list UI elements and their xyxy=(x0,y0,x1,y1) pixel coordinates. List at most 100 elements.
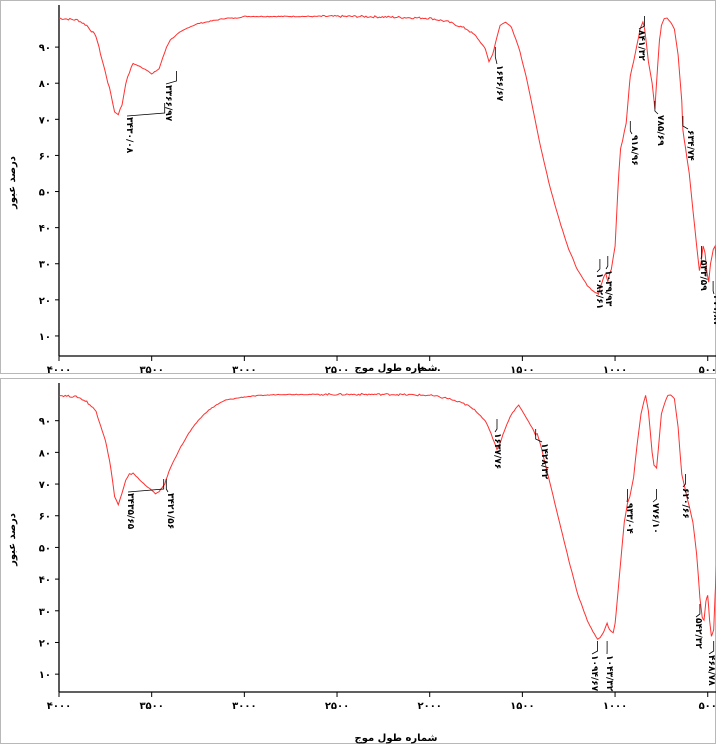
y-tick-label: ۱۰ xyxy=(39,332,51,343)
peak-annotation: ۶۳۴/۷۴ xyxy=(683,116,695,161)
y-tick-label: ۹۰ xyxy=(39,43,51,54)
peak-leader-line xyxy=(166,479,168,492)
y-tick-label: ۳۰ xyxy=(39,260,51,271)
peak-label: ۴۷۱/۸۷ xyxy=(711,295,716,326)
peak-label: ۷۸۵/۶۹ xyxy=(655,115,665,146)
peak-leader-line xyxy=(627,489,628,502)
peak-leader-line xyxy=(683,116,688,129)
peak-label: ۶۳۴/۷۴ xyxy=(685,130,695,161)
peak-leader-line xyxy=(127,103,165,116)
x-tick-label: ۱۵۰۰ xyxy=(510,365,534,375)
ir-spectrum-chart-bottom: ۱۰ ۲۰ ۳۰ ۴۰ ۵۰ ۶۰ ۷۰ ۸۰ ۹۰ ۴۰۰۰ ۳۵۰۰ ۳۰۰۰ ۲۵۰۰ ۲۰۰۰ ۱۵… xyxy=(1,379,716,745)
y-tick-label: ۷۰ xyxy=(39,115,51,126)
x-tick-label: ۳۵۰۰ xyxy=(139,365,163,375)
x-axis-title: شماره طول موج xyxy=(355,363,438,374)
peak-leader-line xyxy=(597,259,600,272)
peak-annotation: ۶۲۰/۶۶ xyxy=(680,474,690,519)
y-axis-title: درصد عبور xyxy=(7,513,18,567)
y-tick-label: ۲۰ xyxy=(39,296,51,307)
y-axis-title: درصد عبور xyxy=(7,156,18,210)
x-tick-label: ۱۰۰۰ xyxy=(603,365,627,375)
x-tick-label: ۴۰۰۰ xyxy=(47,701,71,712)
peak-label: ۳۴۲۱/۵۶ xyxy=(165,493,175,529)
x-tick-label: ۲۰۰۰ xyxy=(417,701,441,712)
y-tick-label: ۸۰ xyxy=(39,448,51,459)
x-tick-label: ۲۵۰۰ xyxy=(325,701,349,712)
x-tick-label: ۴۰۰۰ xyxy=(47,365,71,375)
peak-label: ۷۷۶/۱۰ xyxy=(650,503,660,534)
peak-leader-line xyxy=(653,489,657,502)
y-tick-label: ۴۰ xyxy=(39,575,51,586)
x-tick-label: ۳۵۰۰ xyxy=(139,701,163,712)
y-tick-label: ۹۰ xyxy=(39,417,51,428)
peak-leader-line xyxy=(495,47,497,64)
peak-annotation: ۴۶۸/۷۸ xyxy=(706,641,716,686)
peak-annotation: ۱۰۸۲/۶۱ xyxy=(594,259,604,309)
peak-annotation: ۷۸۵/۶۹ xyxy=(655,101,665,146)
peak-leader-line xyxy=(709,641,714,654)
peak-annotation: ۳۳۶۶/۹۷ xyxy=(163,71,177,122)
peak-label: ۶۲۰/۶۶ xyxy=(680,488,690,519)
peak-label: ۹۳۳/۰۴ xyxy=(624,503,634,534)
spectrum-line xyxy=(59,15,716,294)
peak-annotation: ۳۴۳۵/۶۵ xyxy=(125,479,164,530)
peak-label: ۱۶۴۶/۶۷ xyxy=(494,65,504,102)
peak-leader-line xyxy=(713,281,714,294)
peak-annotation: ۱۶۴۶/۶۷ xyxy=(494,47,504,102)
peak-label: ۱۰۹۴/۶۷ xyxy=(589,655,599,692)
peak-leader-line xyxy=(701,246,702,259)
peak-annotation: ۹۱۸/۹۶ xyxy=(629,121,639,166)
spectrum-line xyxy=(59,394,716,640)
peak-label: ۳۳۶۶/۹۷ xyxy=(163,85,173,122)
peak-leader-line xyxy=(639,16,645,29)
y-tick-label: ۳۰ xyxy=(39,607,51,618)
x-tick-label: ۱۵۰۰ xyxy=(510,701,534,712)
peak-label: ۵۴۲/۳۲ xyxy=(693,618,703,649)
peak-annotation: ۱۰۴۳/۳۲ xyxy=(604,641,614,692)
peak-label: ۳۴۳۰/۰۸ xyxy=(124,117,134,154)
peak-annotation: ۱۰۳۹/۹۳ xyxy=(603,256,613,307)
y-tick-label: ۴۰ xyxy=(39,224,51,235)
peak-annotation: ۱۰۹۴/۶۷ xyxy=(589,641,599,692)
peak-label: ۱۶۳۷/۷۶ xyxy=(492,433,502,469)
peak-label: ۱۰۳۹/۹۳ xyxy=(603,270,613,307)
peak-label: ۸۴۱/۳۲ xyxy=(636,30,646,61)
peak-leader-line xyxy=(606,256,608,269)
ir-spectrum-panel-bottom: ۱۰ ۲۰ ۳۰ ۴۰ ۵۰ ۶۰ ۷۰ ۸۰ ۹۰ ۴۰۰۰ ۳۵۰۰ ۳۰۰۰ ۲۵۰۰ ۲۰۰۰ ۱۵… xyxy=(0,378,716,744)
x-tick-label: ۵۰۰ xyxy=(699,365,716,375)
peak-annotation: ۳۴۳۰/۰۸ xyxy=(124,103,165,154)
peak-leader-line xyxy=(592,641,598,654)
peak-annotation: ۹۳۳/۰۴ xyxy=(624,489,634,534)
peak-annotation: ۴۷۱/۸۷ xyxy=(711,281,716,326)
peak-label: ۱۰۸۲/۶۱ xyxy=(594,273,604,309)
peak-label: ۴۶۸/۷۸ xyxy=(706,655,716,686)
x-tick-label: ۳۰۰۰ xyxy=(232,365,256,375)
y-tick-label: ۵۰ xyxy=(39,188,51,199)
peak-leader-line xyxy=(696,604,700,617)
peak-leader-line xyxy=(166,71,177,84)
peak-leader-line xyxy=(495,419,497,432)
y-tick-label: ۲۰ xyxy=(39,638,51,649)
y-tick-label: ۱۰ xyxy=(39,670,51,681)
y-tick-label: ۸۰ xyxy=(39,79,51,90)
peak-annotation: ۱۶۳۷/۷۶ xyxy=(492,419,502,469)
y-tick-label: ۶۰ xyxy=(39,151,51,162)
peak-label: ۱۴۲۸/۳۲ xyxy=(539,443,549,480)
peak-label: ۵۳۳/۵۹ xyxy=(698,260,708,291)
peak-label: ۳۴۳۵/۶۵ xyxy=(125,493,135,530)
peak-annotation: ۸۴۱/۳۲ xyxy=(636,16,646,61)
x-tick-label: ۵۰۰ xyxy=(699,701,716,712)
peak-label: ۱۰۴۳/۳۲ xyxy=(604,655,614,692)
x-axis-title: شماره طول موج xyxy=(355,733,438,744)
peak-annotation: ۵۳۳/۵۹ xyxy=(698,246,708,291)
x-tick-label: ۲۵۰۰ xyxy=(325,365,349,375)
peak-annotation: ۷۷۶/۱۰ xyxy=(650,489,660,534)
y-tick-label: ۶۰ xyxy=(39,512,51,523)
peak-leader-line xyxy=(630,121,632,134)
x-tick-label: ۳۰۰۰ xyxy=(232,701,256,712)
peak-label: ۹۱۸/۹۶ xyxy=(629,135,639,166)
y-tick-label: ۵۰ xyxy=(39,543,51,554)
y-tick-label: ۷۰ xyxy=(39,480,51,491)
